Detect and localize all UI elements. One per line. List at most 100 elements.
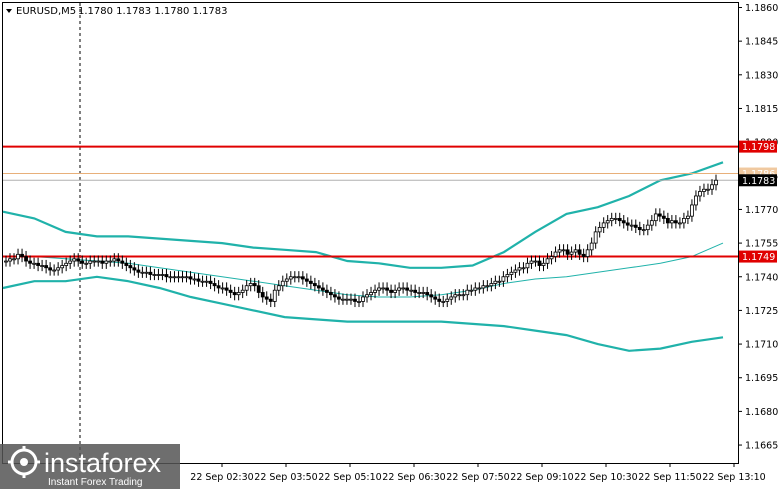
- candle-body: [212, 283, 217, 287]
- candle: [160, 268, 165, 281]
- candle-body: [136, 269, 141, 273]
- candle-body: [4, 260, 8, 263]
- candle-body: [308, 280, 313, 284]
- candle: [300, 271, 305, 285]
- candle-body: [104, 260, 109, 264]
- candle: [698, 185, 702, 202]
- candle: [284, 273, 289, 287]
- candle-body: [405, 287, 410, 291]
- candle-body: [228, 289, 233, 293]
- ohlc-values: 1.1780 1.1783 1.1780 1.1783: [78, 6, 228, 17]
- candle-body: [601, 222, 606, 228]
- y-tick-label: 1.1815: [745, 104, 778, 115]
- candle: [413, 284, 418, 299]
- candle: [533, 255, 538, 267]
- candle-body: [196, 278, 201, 282]
- candle-body: [453, 294, 458, 298]
- candle-body: [268, 298, 273, 302]
- candle: [236, 286, 241, 301]
- level-price-label: 1.1798: [742, 142, 775, 153]
- candle: [706, 183, 710, 195]
- candle: [276, 280, 281, 296]
- candle-body: [665, 218, 670, 224]
- candle: [168, 271, 173, 283]
- candle-body: [276, 285, 281, 291]
- candle: [457, 289, 462, 301]
- candle: [152, 268, 157, 281]
- candle: [677, 217, 682, 229]
- candle-body: [597, 226, 602, 233]
- candle: [637, 221, 642, 236]
- candle-body: [445, 298, 450, 302]
- candle: [316, 280, 321, 294]
- y-tick-label: 1.1860: [745, 3, 778, 14]
- candle-body: [449, 296, 454, 300]
- candle-body: [28, 260, 32, 264]
- y-tick-label: 1.1770: [745, 205, 778, 216]
- candle-body: [8, 258, 12, 262]
- candle-body: [264, 296, 269, 300]
- candle: [465, 284, 470, 301]
- candle-body: [425, 292, 430, 296]
- x-tick-label: 22 Sep 13:10: [702, 472, 765, 483]
- candle: [605, 215, 610, 229]
- candle-body: [469, 289, 474, 292]
- symbol-header: EURUSD,M5 1.1780 1.1783 1.1780 1.1783: [6, 6, 228, 17]
- candle: [24, 250, 28, 267]
- candle-body: [365, 294, 369, 298]
- dropdown-triangle-icon[interactable]: [6, 9, 12, 13]
- candle: [140, 266, 145, 278]
- candle: [485, 280, 490, 292]
- candle: [421, 286, 426, 299]
- candle-body: [172, 276, 177, 279]
- candle: [92, 255, 97, 267]
- candle-body: [513, 269, 518, 273]
- candle-body: [52, 269, 57, 272]
- candle: [64, 257, 69, 272]
- candle-body: [613, 218, 618, 220]
- candle-body: [24, 256, 28, 262]
- x-tick-label: 22 Sep 11:50: [638, 472, 701, 483]
- candle: [613, 212, 618, 225]
- candle: [425, 286, 430, 301]
- candle-body: [413, 289, 418, 293]
- level-price-label-box: [739, 250, 777, 263]
- candle: [365, 289, 369, 303]
- candle-body: [168, 276, 173, 279]
- candle: [333, 289, 337, 303]
- candle: [48, 262, 53, 276]
- candle-body: [369, 292, 373, 296]
- current-price-label: 1.1783: [742, 176, 775, 187]
- candle: [296, 271, 301, 283]
- candle-body: [509, 271, 514, 275]
- candle-body: [120, 260, 125, 264]
- candle-body: [320, 287, 325, 291]
- candle: [549, 250, 554, 265]
- candle-body: [361, 296, 365, 302]
- level-price-label: 1.1749: [742, 252, 775, 263]
- y-tick-label: 1.1845: [745, 37, 778, 48]
- candle: [116, 253, 121, 267]
- candle-body: [645, 224, 650, 231]
- candle: [553, 246, 558, 263]
- candle: [441, 295, 446, 308]
- candle: [256, 280, 261, 299]
- candle: [28, 255, 32, 269]
- candle-body: [477, 287, 482, 290]
- candle-body: [625, 222, 630, 226]
- candle: [353, 293, 357, 308]
- candle-body: [325, 289, 329, 293]
- candle-body: [461, 294, 466, 297]
- candle-body: [216, 285, 221, 289]
- candle: [657, 208, 662, 222]
- candle: [469, 284, 474, 296]
- support-resistance-levels: [3, 145, 738, 258]
- candle: [481, 280, 486, 294]
- candle-body: [208, 280, 213, 284]
- candle-body: [653, 213, 658, 222]
- candle-body: [637, 226, 642, 231]
- candle: [521, 262, 526, 274]
- candle: [609, 212, 614, 227]
